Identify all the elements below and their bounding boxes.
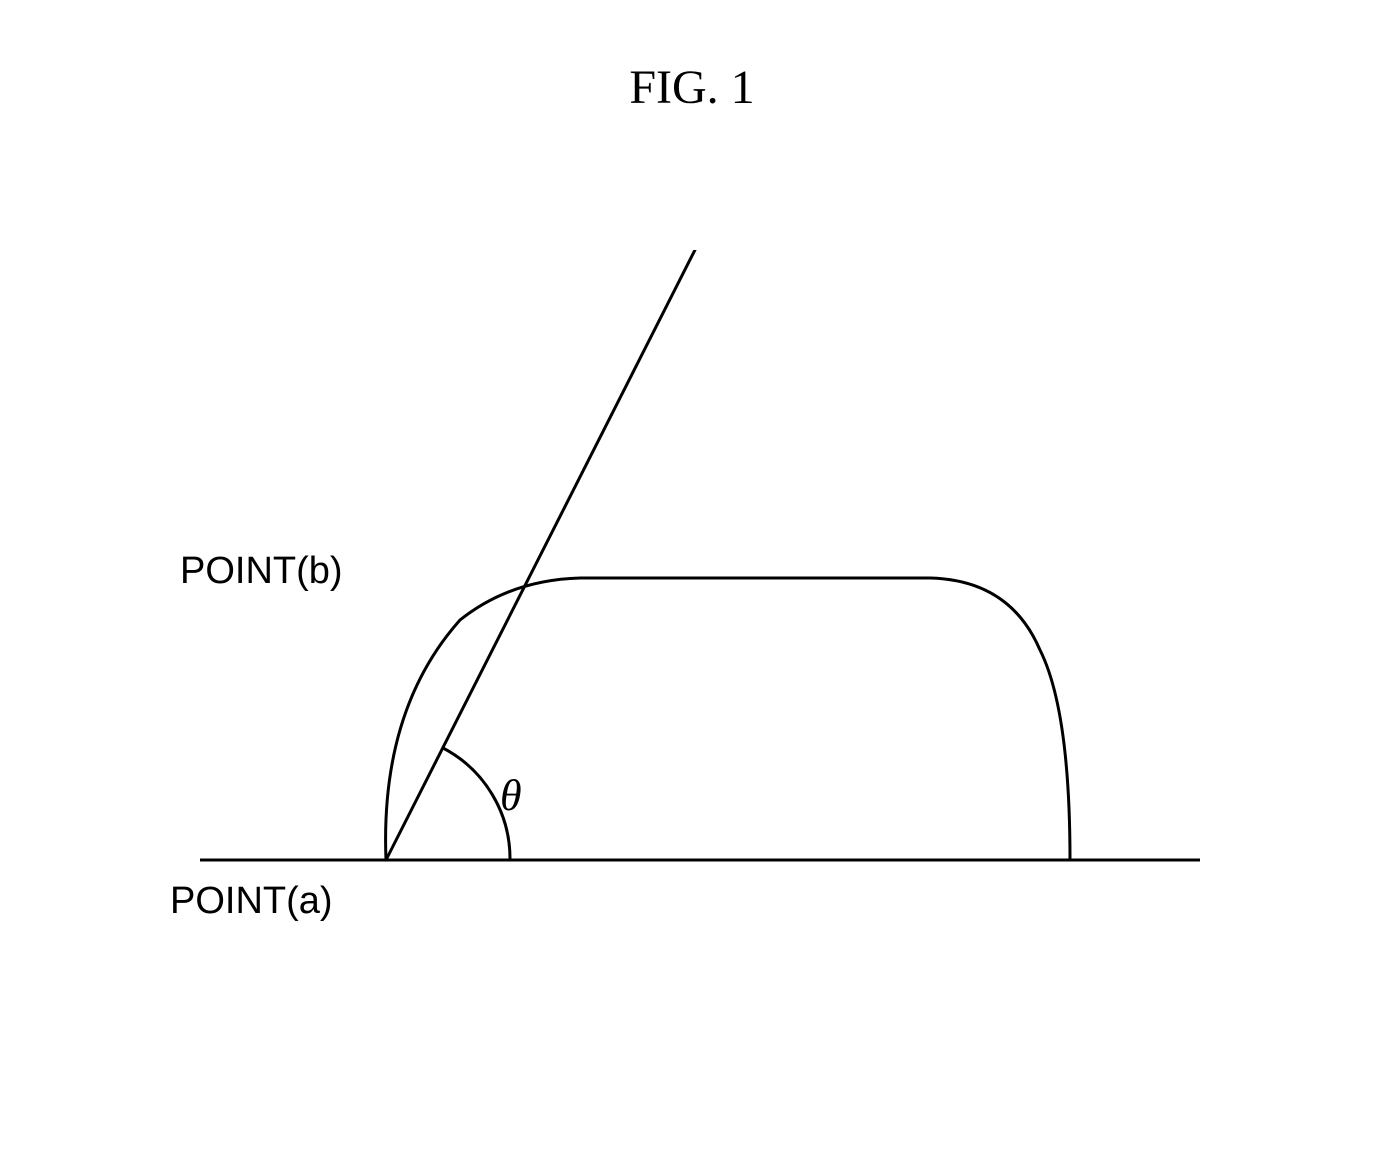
angle-line: [386, 250, 700, 860]
label-point-b: POINT(b): [180, 550, 343, 593]
label-point-a: POINT(a): [170, 880, 333, 923]
diagram-container: POINT(b) POINT(a) θ: [170, 250, 1220, 1000]
label-theta: θ: [500, 770, 522, 821]
dome-shape: [386, 578, 1070, 860]
figure-title: FIG. 1: [629, 60, 754, 115]
